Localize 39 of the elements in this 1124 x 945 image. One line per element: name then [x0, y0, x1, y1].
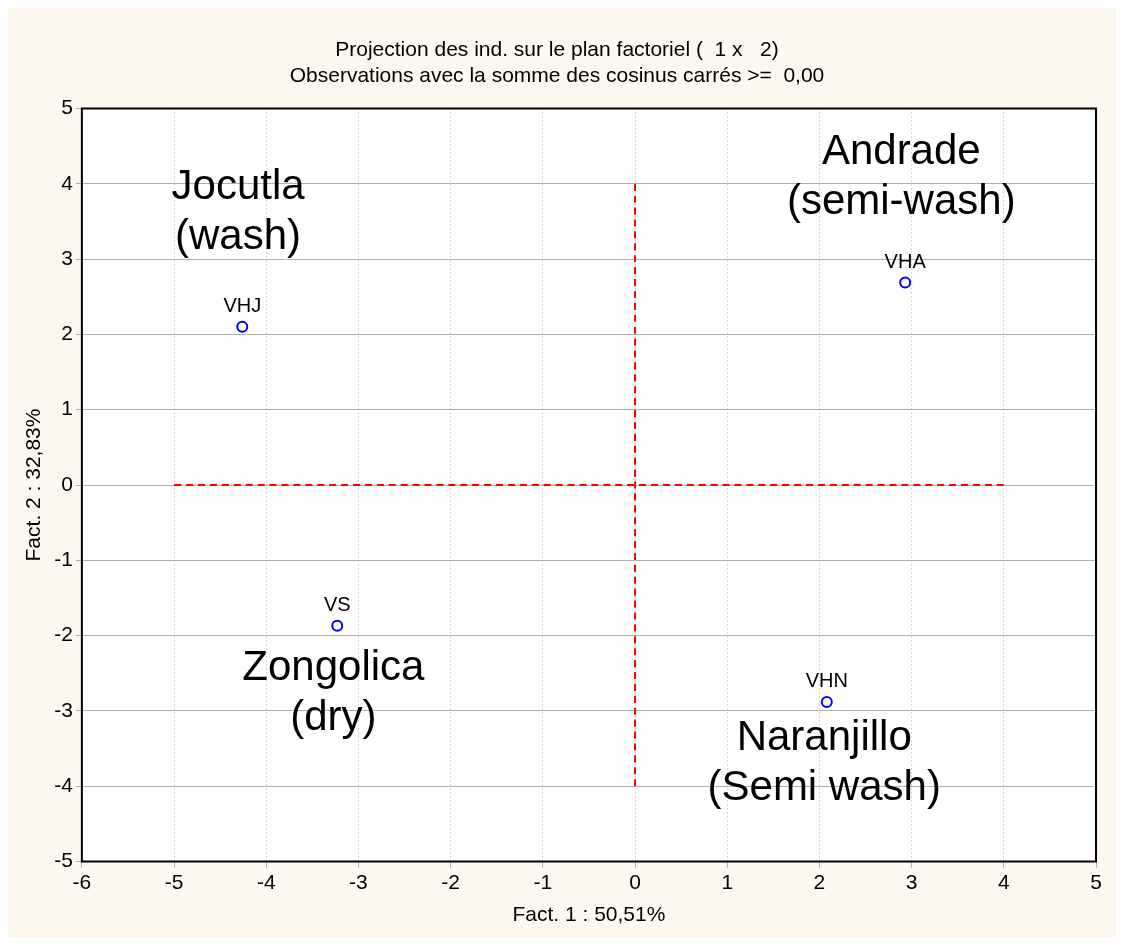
- y-tick-label: 2: [61, 321, 73, 345]
- data-label: VHA: [884, 249, 927, 272]
- x-tick-label: -3: [349, 870, 368, 893]
- y-tick-label: -4: [54, 773, 74, 797]
- point: [331, 619, 344, 632]
- point: [236, 320, 249, 333]
- y-tick-label: -2: [54, 622, 73, 646]
- annotation: Andrade (semi-wash): [786, 125, 1016, 223]
- data-label: VHN: [805, 669, 848, 692]
- chart-title: Projection des ind. sur le plan factoriel ( 1 x 2): [335, 37, 779, 61]
- x-tick-label: 0: [629, 870, 641, 893]
- x-tick-label: 5: [1090, 870, 1102, 893]
- x-tick-label: 4: [997, 870, 1010, 893]
- y-tick-label: 4: [61, 170, 74, 194]
- y-tick-label: 5: [61, 95, 73, 119]
- y-tick-label: 1: [61, 396, 73, 420]
- x-tick-label: 3: [905, 870, 918, 893]
- x-axis-title: Fact. 1 : 50,51%: [512, 902, 666, 926]
- x-tick-label: 1: [721, 870, 734, 893]
- annotation: Jocutla (wash): [171, 160, 306, 258]
- x-tick-label: -5: [164, 870, 184, 893]
- point: [820, 695, 833, 708]
- y-tick-label: 3: [61, 245, 73, 269]
- x-tick-label: -6: [72, 870, 92, 893]
- data-label: VS: [323, 593, 351, 616]
- x-tick-label: -2: [441, 870, 460, 893]
- chart-subtitle: Observations avec la somme des cosinus carrés >= 0,00: [289, 62, 825, 86]
- annotation: Naranjillo (Semi wash): [707, 711, 941, 809]
- point: [899, 276, 912, 289]
- y-tick-label: -3: [54, 697, 73, 721]
- data-label: VHJ: [223, 294, 262, 317]
- y-tick-label: -1: [54, 547, 73, 571]
- y-tick-label: 0: [61, 471, 73, 495]
- x-tick-label: -1: [533, 870, 553, 893]
- y-tick-label: -5: [54, 848, 73, 872]
- x-tick-label: 2: [813, 870, 826, 893]
- x-tick-label: -4: [256, 870, 276, 893]
- y-axis-title: Fact. 2 : 32,83%: [21, 408, 45, 562]
- annotation: Zongolica (dry): [242, 642, 426, 740]
